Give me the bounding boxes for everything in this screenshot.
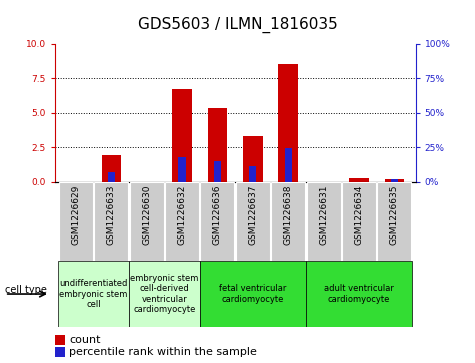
Text: GSM1226636: GSM1226636 — [213, 185, 222, 245]
Text: undifferentiated
embryonic stem
cell: undifferentiated embryonic stem cell — [59, 279, 128, 309]
Text: embryonic stem
cell-derived
ventricular
cardiomyocyte: embryonic stem cell-derived ventricular … — [130, 274, 199, 314]
Bar — [391, 179, 398, 182]
Bar — [179, 157, 186, 182]
Bar — [200, 261, 306, 327]
Text: percentile rank within the sample: percentile rank within the sample — [69, 347, 257, 357]
Text: GSM1226633: GSM1226633 — [107, 185, 116, 245]
Text: GDS5603 / ILMN_1816035: GDS5603 / ILMN_1816035 — [138, 16, 337, 33]
Text: GSM1226635: GSM1226635 — [390, 185, 399, 245]
Bar — [129, 261, 200, 327]
Bar — [102, 155, 121, 182]
Text: GSM1226629: GSM1226629 — [71, 185, 80, 245]
Text: GSM1226630: GSM1226630 — [142, 185, 151, 245]
Bar — [278, 64, 298, 182]
Text: adult ventricular
cardiomyocyte: adult ventricular cardiomyocyte — [324, 284, 394, 304]
Text: GSM1226638: GSM1226638 — [284, 185, 293, 245]
Bar — [285, 148, 292, 182]
Bar — [200, 182, 235, 261]
Bar — [58, 261, 129, 327]
Bar — [249, 166, 256, 182]
Bar — [271, 182, 305, 261]
Bar — [378, 182, 411, 261]
Bar — [59, 182, 93, 261]
Bar — [165, 182, 199, 261]
Bar — [214, 161, 221, 182]
Bar — [349, 178, 369, 182]
Bar — [385, 179, 404, 182]
Text: GSM1226632: GSM1226632 — [178, 185, 187, 245]
Bar — [94, 182, 128, 261]
Bar — [342, 182, 376, 261]
Text: count: count — [69, 335, 100, 345]
Bar — [306, 261, 412, 327]
Bar — [208, 109, 227, 182]
Text: GSM1226634: GSM1226634 — [354, 185, 363, 245]
Bar — [307, 182, 341, 261]
Text: GSM1226631: GSM1226631 — [319, 185, 328, 245]
Text: GSM1226637: GSM1226637 — [248, 185, 257, 245]
Bar — [243, 136, 263, 182]
Bar — [108, 172, 115, 182]
Text: cell type: cell type — [5, 285, 47, 295]
Text: fetal ventricular
cardiomyocyte: fetal ventricular cardiomyocyte — [219, 284, 286, 304]
Bar — [236, 182, 270, 261]
Bar — [172, 89, 192, 182]
Bar — [130, 182, 163, 261]
